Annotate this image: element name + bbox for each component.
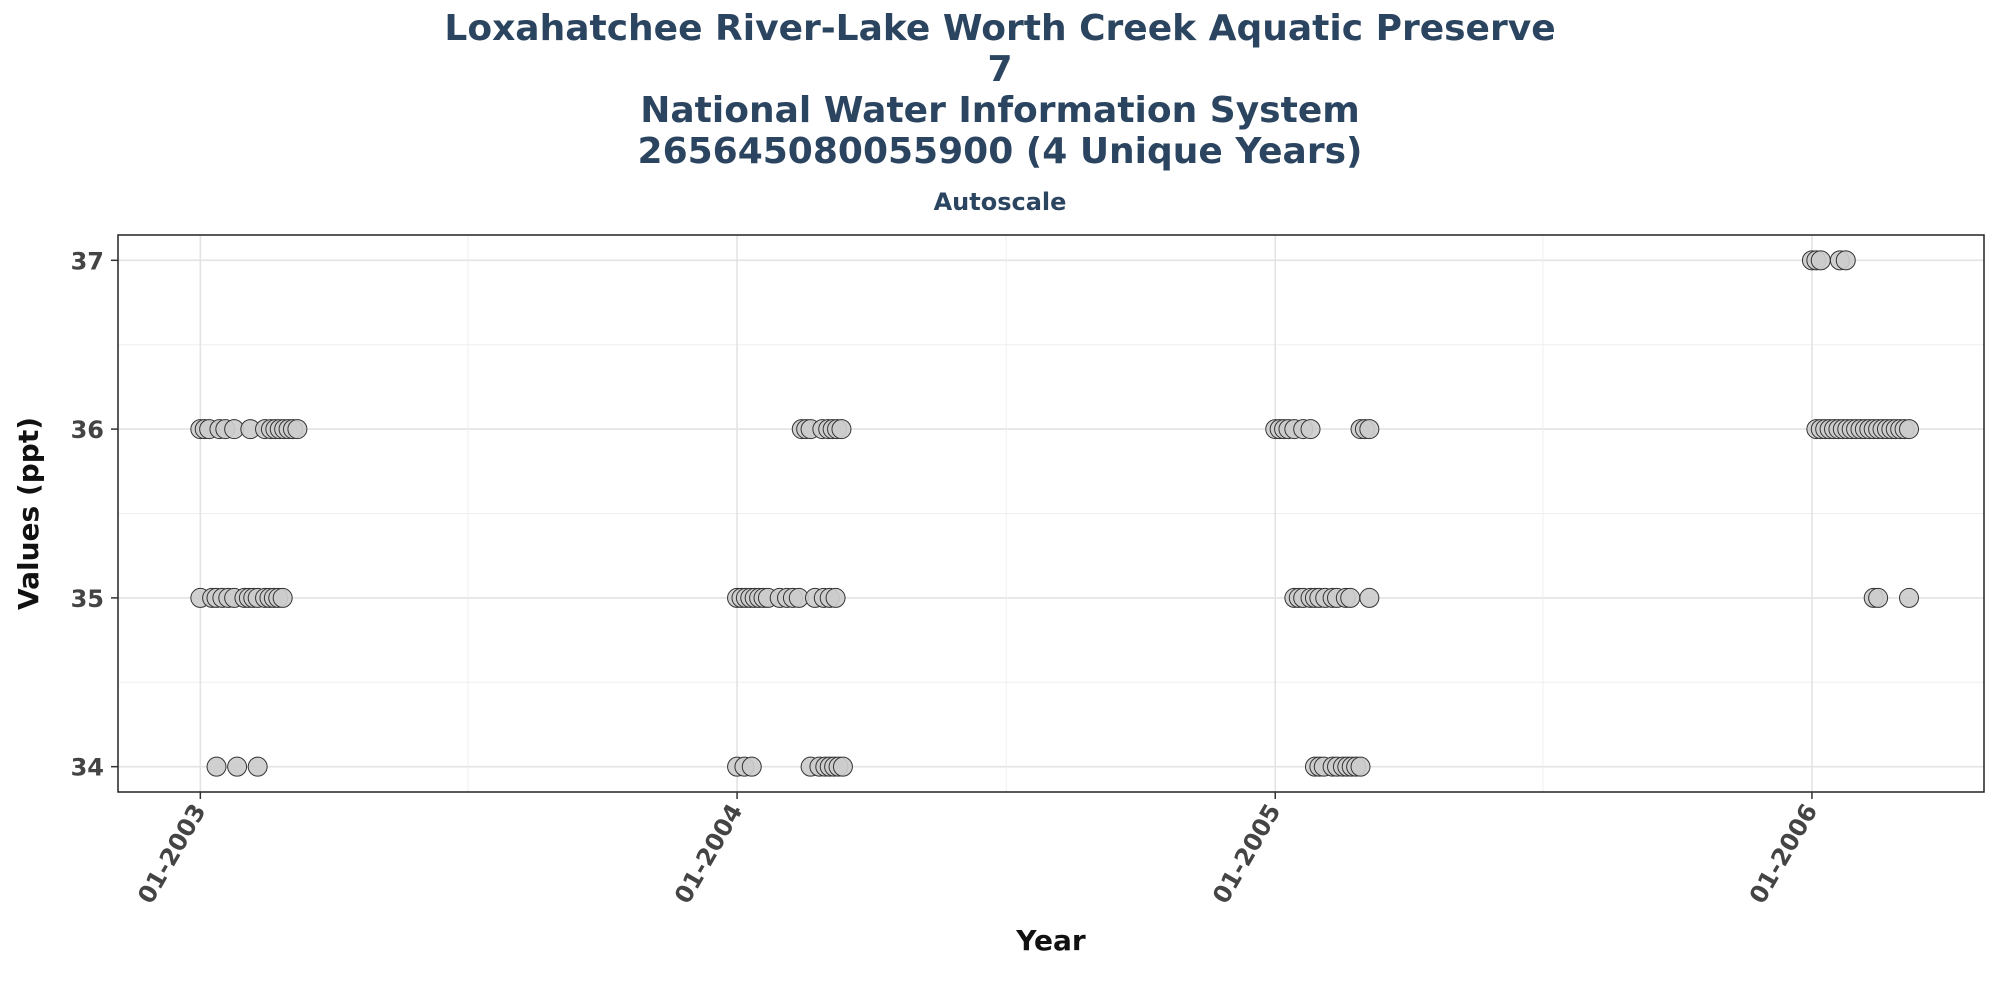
- data-point: [1340, 587, 1361, 608]
- data-point: [1899, 587, 1920, 608]
- y-tick-label: 36: [71, 416, 104, 444]
- y-tick-label: 35: [71, 585, 104, 613]
- x-tick-label: 01-2005: [1207, 799, 1286, 908]
- y-axis-title: Values (ppt): [12, 417, 45, 610]
- x-axis-title: Year: [1015, 924, 1086, 957]
- data-point: [1810, 250, 1831, 271]
- data-point: [831, 419, 852, 440]
- y-tick-label: 34: [71, 754, 104, 782]
- y-tick-label: 37: [71, 247, 104, 275]
- x-tick-label: 01-2003: [132, 799, 211, 908]
- data-points: [190, 250, 1920, 777]
- data-point: [287, 419, 308, 440]
- data-point: [227, 756, 248, 777]
- chart-title: Loxahatchee River-Lake Worth Creek Aquat…: [0, 8, 2000, 172]
- data-point: [1300, 419, 1321, 440]
- x-tick-label: 01-2006: [1744, 799, 1823, 908]
- grid-lines: [118, 235, 1984, 792]
- data-point: [272, 587, 293, 608]
- data-point: [1359, 419, 1380, 440]
- title-line-1: Loxahatchee River-Lake Worth Creek Aquat…: [444, 8, 1556, 49]
- data-point: [1359, 587, 1380, 608]
- data-point: [1350, 756, 1371, 777]
- y-axis: 34 35 36 37: [71, 247, 118, 782]
- x-tick-label: 01-2004: [669, 799, 748, 908]
- data-point: [1868, 587, 1889, 608]
- data-point: [247, 756, 268, 777]
- chart-subtitle: Autoscale: [933, 188, 1067, 216]
- title-line-3: National Water Information System: [640, 90, 1360, 131]
- data-point: [825, 587, 846, 608]
- data-point: [1899, 419, 1920, 440]
- data-point: [832, 756, 853, 777]
- data-point: [206, 756, 227, 777]
- data-point: [741, 756, 762, 777]
- data-point: [1835, 250, 1856, 271]
- plot-panel: [117, 234, 1985, 793]
- x-axis: 01-2003 01-2004 01-2005 01-2006: [132, 792, 1823, 908]
- title-line-2: 7: [987, 49, 1013, 90]
- title-line-4: 265645080055900 (4 Unique Years): [637, 131, 1363, 172]
